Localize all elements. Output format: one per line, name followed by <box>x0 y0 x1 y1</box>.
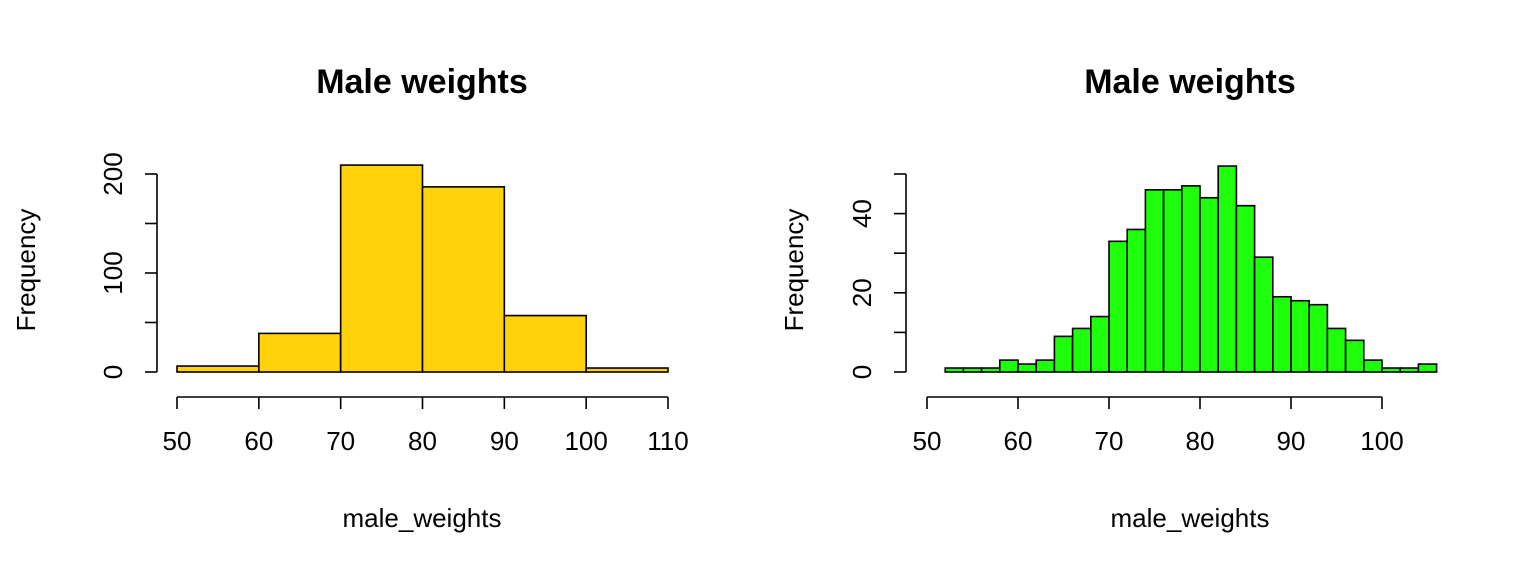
y-tick-label: 0 <box>98 365 128 379</box>
histogram-bar <box>1035 359 1056 373</box>
histogram-bar <box>1126 228 1147 373</box>
histogram-bar <box>944 367 965 373</box>
y-axis-label-right: Frequency <box>779 209 809 332</box>
bars-left <box>176 164 669 373</box>
x-axis-left: 50 60 70 80 90 100 110 <box>163 396 689 456</box>
histogram-bar <box>1272 295 1292 373</box>
panel-right: Male weights male_weights Frequency 50 60… <box>779 63 1438 533</box>
x-tick-label: 90 <box>1277 426 1306 456</box>
histogram-bar <box>1017 363 1038 373</box>
histogram-bar <box>1290 299 1311 373</box>
x-axis-label-left: male_weights <box>343 503 502 533</box>
histogram-bar <box>1253 256 1274 373</box>
histogram-bar <box>339 164 424 373</box>
x-tick-label: 60 <box>1004 426 1033 456</box>
histogram-bar <box>1308 303 1329 373</box>
histogram-bar <box>1144 189 1165 373</box>
histogram-bar <box>1417 363 1438 373</box>
histogram-bar <box>1399 367 1420 373</box>
x-tick-label: 100 <box>564 426 607 456</box>
histogram-bar <box>1363 359 1383 373</box>
histogram-bar <box>258 332 342 373</box>
y-tick-label: 200 <box>98 152 128 195</box>
histogram-bar <box>585 367 669 373</box>
x-axis-label-right: male_weights <box>1111 503 1270 533</box>
x-tick-label: 50 <box>163 426 192 456</box>
histogram-bar <box>503 314 587 373</box>
histogram-bar <box>1344 339 1365 373</box>
x-tick-label: 90 <box>490 426 519 456</box>
histogram-bar <box>1199 196 1220 373</box>
histogram-bar <box>1326 327 1347 373</box>
histogram-bar <box>176 365 260 373</box>
histogram-bar <box>1108 240 1129 373</box>
bars-right <box>944 165 1438 373</box>
x-tick-label: 50 <box>913 426 942 456</box>
chart-title-left: Male weights <box>316 63 528 101</box>
histogram-bar <box>1053 335 1074 373</box>
x-tick-label: 80 <box>408 426 437 456</box>
y-axis-left: 0 100 200 <box>98 152 158 379</box>
x-tick-label: 70 <box>326 426 355 456</box>
panel-left: Male weights male_weights Frequency 50 60… <box>11 63 689 533</box>
chart-title-right: Male weights <box>1084 63 1296 101</box>
histogram-bar <box>1090 315 1110 373</box>
x-tick-label: 80 <box>1186 426 1215 456</box>
x-tick-label: 100 <box>1360 426 1403 456</box>
histogram-bar <box>998 359 1019 373</box>
x-tick-label: 60 <box>244 426 273 456</box>
histogram-bar <box>1235 204 1256 373</box>
x-axis-right: 50 60 70 80 90 100 <box>913 396 1404 456</box>
histogram-bar <box>1217 165 1238 373</box>
y-axis-right: 0 20 40 <box>847 173 907 379</box>
histogram-bar <box>980 367 1001 373</box>
y-tick-label: 100 <box>98 251 128 294</box>
x-tick-label: 70 <box>1095 426 1124 456</box>
y-axis-label-left: Frequency <box>11 209 41 332</box>
y-tick-label: 20 <box>847 278 877 307</box>
histogram-bar <box>1381 367 1402 373</box>
y-tick-label: 40 <box>847 199 877 228</box>
y-tick-label: 0 <box>847 365 877 379</box>
histogram-bar <box>962 367 983 373</box>
histogram-bar <box>1181 185 1201 373</box>
histogram-bar <box>421 186 506 373</box>
x-tick-label: 110 <box>647 426 688 456</box>
histogram-bar <box>1071 327 1092 373</box>
histogram-bar <box>1162 189 1183 373</box>
